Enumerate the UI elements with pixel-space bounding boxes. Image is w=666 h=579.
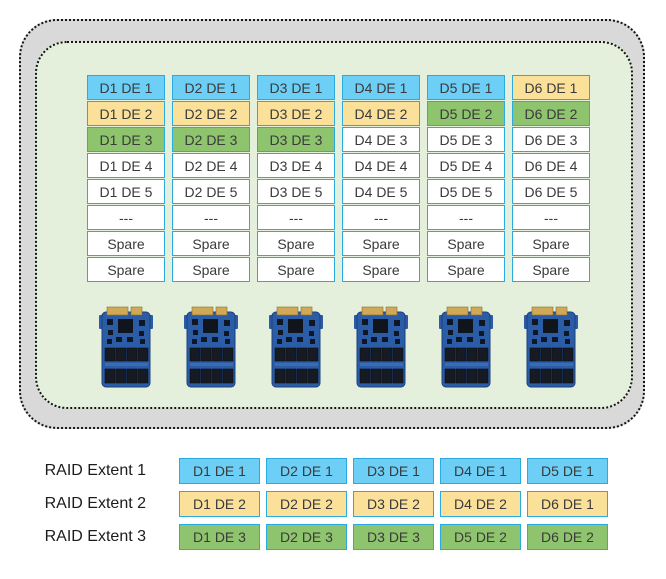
- drive-column-d3: D3 DE 1 D3 DE 2 D3 DE 3 D3 DE 4 D3 DE 5 --- Sp…: [257, 75, 335, 282]
- drive-extent-cell: D4 DE 4: [342, 153, 420, 178]
- drive-extent-cell: D6 DE 1: [512, 75, 590, 100]
- drive-column-d2: D2 DE 1 D2 DE 2 D2 DE 3 D2 DE 4 D2 DE 5 --- Sp…: [172, 75, 250, 282]
- drive-slot: [257, 305, 335, 389]
- drive-extent-cell: Spare: [257, 231, 335, 256]
- ssd-drive-icon: [524, 306, 578, 388]
- drive-extent-cell: ---: [427, 205, 505, 230]
- drive-partnership-group: D1 DE 1 D1 DE 2 D1 DE 3 D1 DE 4 D1 DE 5 --- Sp…: [35, 41, 633, 409]
- drive-extent-cell: ---: [87, 205, 165, 230]
- drive-extent-cell: Spare: [342, 231, 420, 256]
- raid-extent-list: RAID Extent 1 D1 DE 1 D2 DE 1 D3 DE 1 D4 DE …: [0, 458, 608, 550]
- raid-extent-cell: D3 DE 1: [353, 458, 434, 484]
- raid-extent-cell: D3 DE 3: [353, 524, 434, 550]
- drive-extent-cell: ---: [342, 205, 420, 230]
- ssd-drive-icon: [99, 306, 153, 388]
- drive-extent-cell: ---: [257, 205, 335, 230]
- drive-extent-cell: Spare: [427, 257, 505, 282]
- drive-extent-cell: D5 DE 1: [427, 75, 505, 100]
- drive-extent-cell: D2 DE 4: [172, 153, 250, 178]
- drive-extent-cell: Spare: [257, 257, 335, 282]
- drive-extent-cell: D3 DE 2: [257, 101, 335, 126]
- drive-column-d4: D4 DE 1 D4 DE 2 D4 DE 3 D4 DE 4 D4 DE 5 --- Sp…: [342, 75, 420, 282]
- raid-extent-cell: D2 DE 3: [266, 524, 347, 550]
- raid-extent-cell: D1 DE 3: [179, 524, 260, 550]
- drive-extent-cell: D4 DE 1: [342, 75, 420, 100]
- raid-extent-cell: D4 DE 2: [440, 491, 521, 517]
- drive-extent-cell: D4 DE 3: [342, 127, 420, 152]
- raid-extent-cell: D5 DE 2: [440, 524, 521, 550]
- raid-extent-cell: D6 DE 1: [527, 491, 608, 517]
- ssd-drive-icon: [439, 306, 493, 388]
- drive-extent-cell: D5 DE 5: [427, 179, 505, 204]
- disk-pool-container: D1 DE 1 D1 DE 2 D1 DE 3 D1 DE 4 D1 DE 5 --- Sp…: [19, 19, 645, 429]
- drive-extent-grid: D1 DE 1 D1 DE 2 D1 DE 3 D1 DE 4 D1 DE 5 --- Sp…: [87, 75, 590, 282]
- drive-extent-cell: Spare: [87, 231, 165, 256]
- drive-extent-cell: D1 DE 5: [87, 179, 165, 204]
- drive-extent-cell: D1 DE 2: [87, 101, 165, 126]
- drive-extent-cell: D3 DE 3: [257, 127, 335, 152]
- drive-extent-cell: D3 DE 5: [257, 179, 335, 204]
- drive-slot: [342, 305, 420, 389]
- raid-extent-cell: D4 DE 1: [440, 458, 521, 484]
- drive-extent-cell: D6 DE 5: [512, 179, 590, 204]
- drive-extent-cell: Spare: [172, 257, 250, 282]
- drive-extent-cell: D2 DE 1: [172, 75, 250, 100]
- raid-extent-cell: D3 DE 2: [353, 491, 434, 517]
- ssd-drive-icon: [354, 306, 408, 388]
- raid-extent-cells: D1 DE 3 D2 DE 3 D3 DE 3 D5 DE 2 D6 DE 2: [179, 524, 608, 550]
- raid-extent-label: RAID Extent 2: [44, 495, 146, 512]
- drive-extent-cell: ---: [512, 205, 590, 230]
- raid-extent-label: RAID Extent 3: [44, 528, 146, 545]
- drive-extent-cell: D6 DE 2: [512, 101, 590, 126]
- drive-extent-cell: Spare: [87, 257, 165, 282]
- drive-extent-cell: D6 DE 4: [512, 153, 590, 178]
- drive-extent-cell: D6 DE 3: [512, 127, 590, 152]
- drive-slot: [172, 305, 250, 389]
- raid-extent-cell: D2 DE 1: [266, 458, 347, 484]
- drive-extent-cell: D5 DE 4: [427, 153, 505, 178]
- drive-images-row: [87, 305, 590, 389]
- drive-extent-cell: Spare: [342, 257, 420, 282]
- drive-extent-cell: D1 DE 3: [87, 127, 165, 152]
- raid-extent-row: RAID Extent 2 D1 DE 2 D2 DE 2 D3 DE 2 D4 DE …: [0, 491, 608, 517]
- ssd-drive-icon: [184, 306, 238, 388]
- drive-extent-cell: D1 DE 1: [87, 75, 165, 100]
- drive-column-d1: D1 DE 1 D1 DE 2 D1 DE 3 D1 DE 4 D1 DE 5 --- Sp…: [87, 75, 165, 282]
- raid-extent-row: RAID Extent 3 D1 DE 3 D2 DE 3 D3 DE 3 D5 DE …: [0, 524, 608, 550]
- drive-column-d5: D5 DE 1 D5 DE 2 D5 DE 3 D5 DE 4 D5 DE 5 --- Sp…: [427, 75, 505, 282]
- drive-extent-cell: D2 DE 3: [172, 127, 250, 152]
- raid-extent-cell: D6 DE 2: [527, 524, 608, 550]
- drive-extent-cell: D5 DE 2: [427, 101, 505, 126]
- raid-extent-cells: D1 DE 2 D2 DE 2 D3 DE 2 D4 DE 2 D6 DE 1: [179, 491, 608, 517]
- drive-extent-cell: D2 DE 2: [172, 101, 250, 126]
- drive-extent-cell: D4 DE 5: [342, 179, 420, 204]
- drive-extent-cell: D4 DE 2: [342, 101, 420, 126]
- drive-slot: [512, 305, 590, 389]
- drive-extent-cell: Spare: [172, 231, 250, 256]
- drive-extent-cell: Spare: [427, 231, 505, 256]
- drive-extent-cell: D2 DE 5: [172, 179, 250, 204]
- raid-extent-row: RAID Extent 1 D1 DE 1 D2 DE 1 D3 DE 1 D4 DE …: [0, 458, 608, 484]
- raid-extent-label: RAID Extent 1: [44, 462, 146, 479]
- drive-extent-cell: Spare: [512, 257, 590, 282]
- raid-extent-cell: D2 DE 2: [266, 491, 347, 517]
- drive-extent-cell: D5 DE 3: [427, 127, 505, 152]
- drive-extent-cell: D3 DE 4: [257, 153, 335, 178]
- raid-extent-cell: D5 DE 1: [527, 458, 608, 484]
- ssd-drive-icon: [269, 306, 323, 388]
- raid-extent-cells: D1 DE 1 D2 DE 1 D3 DE 1 D4 DE 1 D5 DE 1: [179, 458, 608, 484]
- drive-column-d6: D6 DE 1 D6 DE 2 D6 DE 3 D6 DE 4 D6 DE 5 --- Sp…: [512, 75, 590, 282]
- drive-extent-cell: D1 DE 4: [87, 153, 165, 178]
- drive-extent-cell: Spare: [512, 231, 590, 256]
- drive-slot: [87, 305, 165, 389]
- drive-extent-cell: D3 DE 1: [257, 75, 335, 100]
- raid-extent-cell: D1 DE 1: [179, 458, 260, 484]
- drive-slot: [427, 305, 505, 389]
- raid-extent-cell: D1 DE 2: [179, 491, 260, 517]
- drive-extent-cell: ---: [172, 205, 250, 230]
